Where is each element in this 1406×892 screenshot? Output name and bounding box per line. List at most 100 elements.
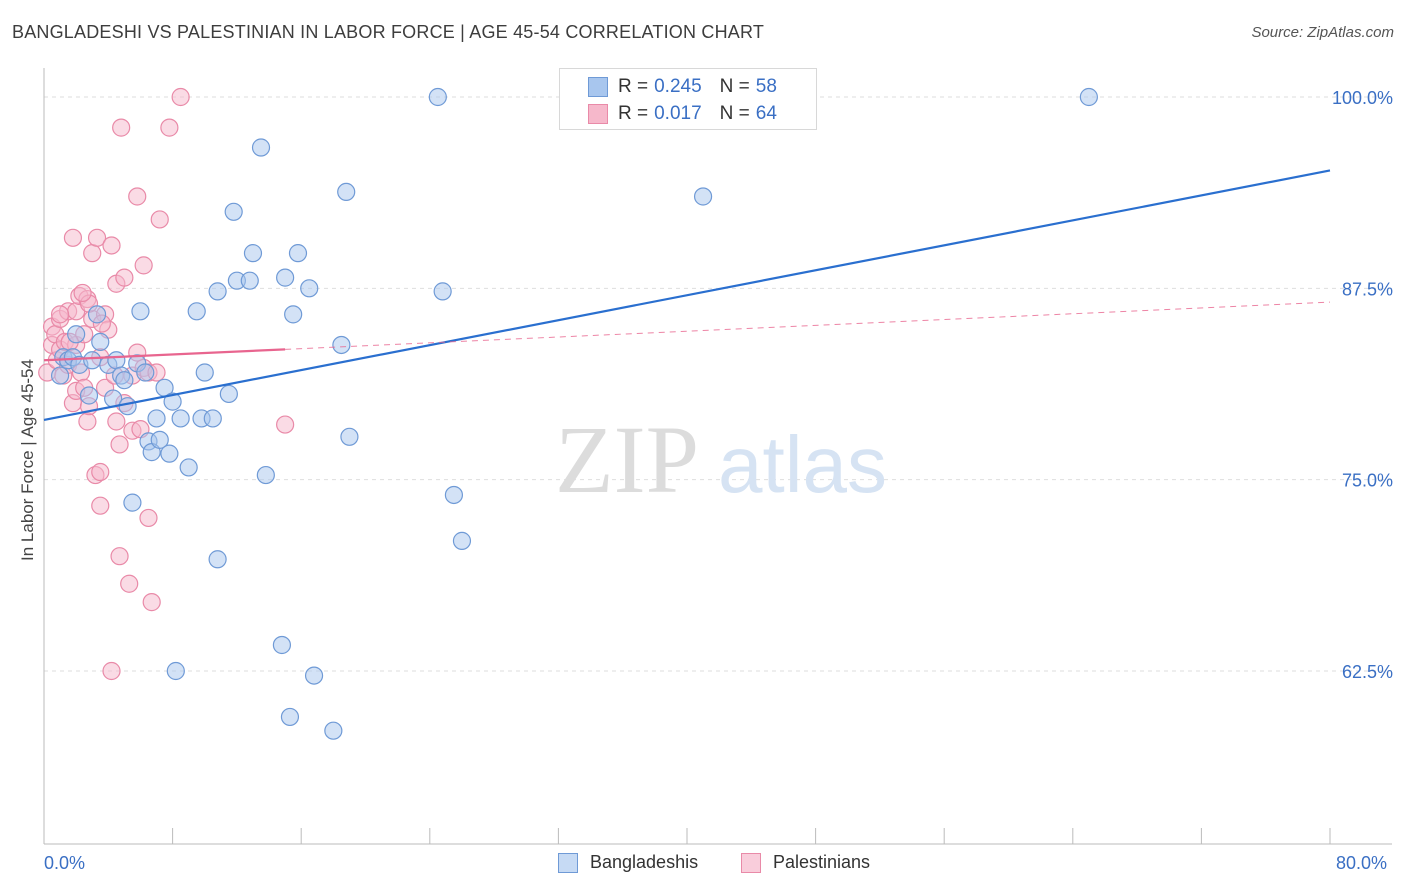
palestinians-trend-line-solid [43,348,286,362]
legend-n-value: 64 [755,103,777,124]
watermark: ZIP atlas [555,406,887,513]
bangladeshi-point [433,282,452,301]
palestinian-point [128,187,147,206]
palestinian-point [83,244,102,263]
palestinian-point [73,283,92,303]
palestinian-point [110,435,129,454]
bangladeshi-point [91,332,110,352]
y-tick-label: 62.5% [1342,662,1393,682]
palestinian-point [91,462,110,482]
bangladeshi-point [240,271,259,290]
bangladeshi-point [332,335,351,355]
bangladeshi-point [304,666,324,685]
bangladeshi-point [280,707,300,727]
legend-n-value: 58 [755,76,777,97]
legend-r-value: 0.245 [654,76,702,97]
bangladeshi-point [107,351,126,370]
bangladeshi-point [243,244,263,263]
palestinian-point [102,236,121,255]
bangladeshi-point [1079,87,1098,107]
bangladeshi-point [444,485,464,505]
correlation-legend: R = 0.245 N = 58 R = 0.017 N = 64 [559,68,817,130]
bangladeshi-point [340,427,359,446]
palestinian-point [112,118,131,137]
palestinian-point [115,268,134,287]
bangladeshi-point [118,397,137,416]
y-tick-label: 75.0% [1342,471,1393,491]
x-tick-label-max: 80.0% [1336,853,1388,873]
palestinian-point [63,228,83,247]
legend-swatch-blue [588,77,608,97]
bangladeshi-point [284,305,303,324]
bangladeshis-trend-line [43,169,1331,422]
bangladeshi-point [452,531,472,550]
legend-row-bangladeshis: R = 0.245 N = 58 [588,73,777,101]
axes [43,68,1392,845]
bangladeshis-points [50,87,1098,740]
legend-swatch-blue [558,852,578,873]
bangladeshi-point [324,721,343,740]
legend-item-palestinians: Palestinians [741,852,870,873]
bangladeshi-point [50,366,70,385]
palestinian-point [142,593,161,612]
series-legend: Bangladeshis Palestinians [0,852,1406,876]
y-tick-label: 87.5% [1342,279,1393,299]
palestinian-point [110,547,129,566]
bangladeshi-point [163,392,182,411]
y-tick-label: 100.0% [1332,88,1393,108]
legend-label: Bangladeshis [590,852,699,872]
palestinian-point [276,415,295,434]
source-label: Source: ZipAtlas.com [1251,24,1394,41]
bangladeshi-point [428,87,447,107]
gridlines [44,96,1392,672]
x-tick-label-min: 0.0% [44,853,86,873]
bangladeshi-point [123,493,142,512]
palestinian-point [139,508,158,528]
trend-lines [43,169,1331,422]
bangladeshi-point [147,409,166,428]
bangladeshi-point [300,279,319,298]
palestinian-point [87,228,107,247]
bangladeshi-point [131,302,150,321]
palestinian-point [160,118,179,137]
bangladeshi-point [272,635,292,655]
palestinian-point [102,661,121,681]
chart-title: BANGLADESHI VS PALESTINIAN IN LABOR FORC… [12,22,765,42]
palestinian-point [150,210,169,229]
bangladeshi-point [67,325,86,344]
legend-row-palestinians: R = 0.017 N = 64 [588,100,777,128]
bangladeshi-point [219,384,238,404]
palestinian-point [120,574,139,593]
bangladeshi-point [693,187,713,206]
bangladeshi-point [115,371,134,390]
bangladeshi-point [208,550,227,569]
bangladeshi-point [179,458,198,477]
y-tick-labels: 62.5% 75.0% 87.5% 100.0% [1332,88,1393,682]
legend-r-value: 0.017 [654,103,702,124]
legend-swatch-pink [741,852,761,873]
y-axis-label: In Labor Force | Age 45-54 [18,359,37,561]
bangladeshi-point [187,302,206,321]
bangladeshi-point [208,282,227,301]
palestinian-point [171,87,190,107]
bangladeshi-point [136,363,155,382]
bangladeshi-point [83,351,102,370]
bangladeshi-point [256,465,275,485]
legend-n-label: N = [719,103,750,124]
legend-label: Palestinians [773,852,871,872]
legend-item-bangladeshis: Bangladeshis [558,852,698,873]
palestinian-point [50,305,70,324]
bangladeshi-point [224,202,243,221]
bangladeshi-point [87,305,107,324]
palestinian-point [107,412,126,431]
legend-r-label: R = [618,76,649,97]
bangladeshi-point [166,661,185,681]
legend-swatch-pink [588,104,608,124]
legend-n-label: N = [719,76,750,97]
palestinians-trend-line-dashed [285,301,1331,350]
bangladeshi-point [171,409,190,428]
bangladeshi-point [276,268,295,287]
legend-r-label: R = [618,103,649,124]
bangladeshi-point [337,182,356,202]
